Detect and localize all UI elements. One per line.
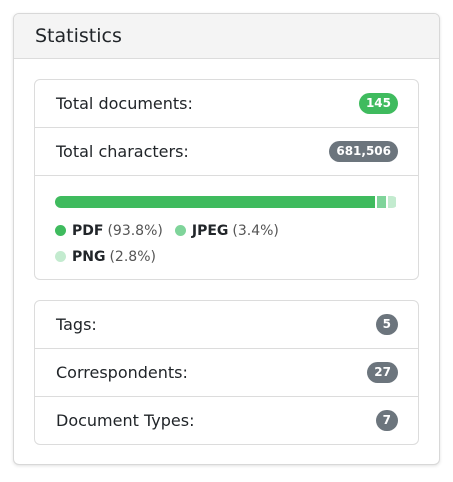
stat-row: Tags: 5 xyxy=(35,301,418,349)
stat-label: Document Types: xyxy=(56,411,195,430)
bar-segment xyxy=(376,196,387,208)
stat-label: Total characters: xyxy=(56,142,189,161)
file-type-percent: (3.4%) xyxy=(232,223,279,239)
legend-dot xyxy=(174,225,186,236)
documents-group: Total documents: 145 Total characters: 6… xyxy=(34,79,419,280)
card-title: Statistics xyxy=(14,14,439,59)
file-type-name: PDF xyxy=(72,223,104,239)
stat-label: Total documents: xyxy=(56,94,193,113)
statistics-card: Statistics Total documents: 145 Total ch… xyxy=(13,13,440,465)
bar-segment xyxy=(388,196,396,208)
count-badge: 681,506 xyxy=(329,141,398,162)
stat-row: Total documents: 145 xyxy=(35,80,418,128)
legend-dot xyxy=(55,225,66,236)
legend-item: PNG (2.8%) xyxy=(55,244,156,270)
file-types-row: PDF (93.8%) JPEG (3.4%) PNG (2.8%) xyxy=(35,176,418,279)
metadata-group: Tags: 5 Correspondents: 27 Document Types: 7 xyxy=(34,300,419,445)
file-type-name: JPEG xyxy=(191,223,229,239)
stat-row: Document Types: 7 xyxy=(35,397,418,444)
count-badge: 7 xyxy=(375,410,398,431)
legend-item: JPEG (3.4%) xyxy=(174,218,279,244)
count-badge: 145 xyxy=(358,93,398,114)
stat-row: Correspondents: 27 xyxy=(35,349,418,397)
legend-item: PDF (93.8%) xyxy=(55,218,163,244)
count-badge: 27 xyxy=(367,362,398,383)
stat-label: Tags: xyxy=(56,315,97,334)
file-type-legend: PDF (93.8%) JPEG (3.4%) PNG (2.8%) xyxy=(55,218,355,270)
legend-dot xyxy=(55,251,66,262)
count-badge: 5 xyxy=(375,314,398,335)
stat-row: Total characters: 681,506 xyxy=(35,128,418,176)
file-type-bar xyxy=(55,196,398,208)
bar-segment xyxy=(55,196,375,208)
file-type-percent: (93.8%) xyxy=(107,223,163,239)
file-type-name: PNG xyxy=(72,249,106,265)
file-type-percent: (2.8%) xyxy=(109,249,156,265)
stat-label: Correspondents: xyxy=(56,363,188,382)
